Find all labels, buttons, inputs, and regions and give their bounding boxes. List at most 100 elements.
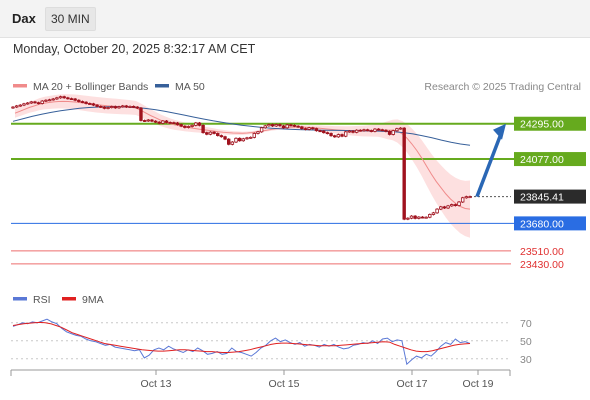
rsi-tick-label: 70: [520, 318, 532, 330]
candle-body: [303, 128, 308, 130]
x-tick-label: Oct 17: [397, 378, 428, 390]
x-tick-label: Oct 15: [269, 378, 300, 390]
candle-body: [300, 126, 304, 129]
candle-body: [314, 128, 319, 132]
candle-body: [205, 132, 209, 135]
rsi-lines: [12, 318, 471, 366]
candle-body: [91, 103, 96, 106]
candle-body: [150, 119, 154, 122]
x-axis-ticks: Oct 13 Oct 15 Oct 17 Oct 19: [141, 370, 494, 390]
candle-body: [106, 107, 110, 109]
candle-body: [172, 122, 176, 125]
ma20-legend-label: MA 20 + Bollinger Bands: [33, 81, 148, 93]
level-tag-last: [514, 189, 586, 204]
candle-body: [281, 125, 286, 129]
candle-body: [197, 122, 202, 126]
candle-body: [336, 134, 341, 138]
candle-body: [22, 103, 26, 106]
rsi-line: [12, 318, 471, 366]
candle-body: [376, 128, 381, 131]
candle-body: [208, 131, 213, 135]
moving-averages: [12, 100, 471, 210]
candle-body: [431, 212, 436, 215]
ma50-legend-swatch: [155, 84, 169, 88]
level-tag-resistance: [514, 152, 586, 167]
chart-header: Dax 30 MIN: [0, 0, 590, 38]
candle-body: [311, 127, 315, 130]
candle-body: [406, 217, 410, 220]
rsi-grid: 70 50 30: [11, 318, 532, 366]
candle-body: [446, 205, 450, 209]
forecast-arrow-head: [493, 123, 506, 140]
candle-body: [398, 127, 403, 130]
research-credit: Research © 2025 Trading Central: [424, 81, 581, 93]
candle-body: [55, 97, 59, 100]
candle-body: [179, 124, 183, 127]
candle-body: [428, 214, 432, 218]
candle-body: [325, 132, 330, 135]
candle-body: [351, 130, 355, 133]
candlesticks: [11, 95, 472, 221]
candle-body: [117, 106, 121, 109]
candle-body: [380, 129, 384, 132]
candle-body: [58, 96, 63, 99]
candle-body: [190, 124, 194, 127]
candle-body: [201, 124, 205, 134]
timeframe-button[interactable]: 30 MIN: [45, 7, 96, 31]
candle-body: [296, 125, 300, 128]
rsi-ma-legend-swatch: [62, 297, 76, 301]
candle-body: [289, 124, 293, 127]
candle-body: [450, 204, 454, 207]
candle-body: [36, 102, 41, 105]
candle-body: [66, 97, 70, 100]
candle-body: [285, 124, 289, 129]
support-level-label: 23430.00: [520, 259, 564, 271]
rsi-ma-legend-label: 9MA: [82, 294, 104, 306]
candle-body: [442, 206, 447, 209]
candle-body: [135, 106, 140, 109]
candle-body: [384, 129, 388, 132]
candle-body: [88, 103, 92, 105]
candle-body: [343, 131, 348, 137]
ma20-legend-swatch: [13, 84, 27, 88]
candle-body: [234, 137, 238, 143]
candle-body: [439, 206, 443, 210]
candle-body: [307, 127, 311, 130]
candle-body: [468, 196, 472, 199]
candle-body: [464, 196, 469, 199]
candle-body: [183, 125, 187, 128]
candle-body: [395, 128, 399, 132]
candle-body: [219, 135, 224, 138]
candle-body: [124, 105, 129, 108]
level-tag-label: 24295.00: [520, 119, 564, 131]
level-tag-resistance: [514, 116, 586, 131]
candle-body: [292, 124, 297, 127]
candle-body: [453, 204, 458, 206]
candle-body: [18, 104, 23, 107]
level-tag-label: 23845.41: [520, 192, 564, 204]
candle-body: [420, 216, 425, 219]
candle-body: [29, 101, 33, 104]
candle-body: [110, 106, 114, 108]
candle-body: [278, 124, 282, 127]
candle-body: [216, 133, 220, 136]
candle-body: [245, 137, 249, 140]
candle-body: [69, 98, 74, 101]
candle-body: [270, 124, 275, 127]
rsi-tick-label: 50: [520, 336, 532, 348]
candle-body: [212, 131, 216, 134]
candle-body: [387, 130, 392, 135]
candle-body: [47, 99, 52, 102]
x-tick-label: Oct 13: [141, 378, 172, 390]
candle-body: [139, 107, 143, 121]
candle-body: [241, 138, 246, 142]
candle-body: [131, 105, 136, 108]
candle-body: [340, 134, 344, 137]
candle-body: [252, 133, 256, 138]
bollinger-band-fill: [15, 94, 470, 238]
candle-body: [223, 136, 227, 140]
level-tag-label: 24077.00: [520, 154, 564, 166]
rsi-ma-line: [12, 321, 471, 353]
candle-body: [409, 215, 414, 219]
candle-body: [95, 104, 99, 107]
